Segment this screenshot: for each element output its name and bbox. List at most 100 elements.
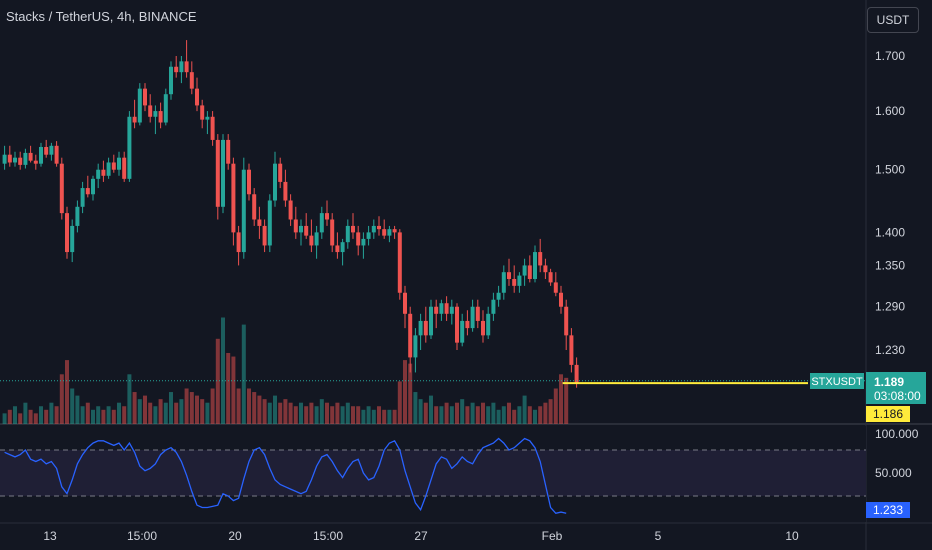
candle-body xyxy=(28,152,33,161)
candle-body xyxy=(231,163,236,233)
volume-bar xyxy=(465,406,470,424)
candle-body xyxy=(314,232,319,246)
volume-bar xyxy=(314,406,319,424)
candle-body xyxy=(205,116,210,120)
volume-bar xyxy=(455,402,459,424)
candle-body xyxy=(397,232,402,293)
rsi-value-badge xyxy=(866,502,910,518)
volume-bar xyxy=(413,392,418,424)
chart-title: Stacks / TetherUS, 4h, BINANCE xyxy=(6,9,197,24)
volume-bar xyxy=(522,395,527,424)
volume-bar xyxy=(179,399,184,424)
volume-bar xyxy=(527,406,532,424)
candle-body xyxy=(252,194,257,220)
candle-body xyxy=(184,61,189,73)
volume-bar xyxy=(184,388,189,424)
candle-body xyxy=(169,66,173,95)
volume-bar xyxy=(195,395,199,424)
candle-body xyxy=(215,139,220,207)
candle-body xyxy=(221,139,225,207)
volume-bar xyxy=(543,402,548,424)
volume-bar xyxy=(460,399,465,424)
volume-bar xyxy=(475,406,480,424)
volume-bar xyxy=(496,409,501,424)
line-price-label: 1.186 xyxy=(873,407,903,421)
candle-body xyxy=(377,225,381,230)
candle-body xyxy=(460,320,465,343)
volume-bar xyxy=(423,402,428,424)
time-tick-label: 13 xyxy=(43,529,57,543)
candle-body xyxy=(538,252,543,266)
time-tick-label: 15:00 xyxy=(313,529,343,543)
volume-bar xyxy=(231,356,236,424)
candle-body xyxy=(543,265,548,273)
rsi-pane xyxy=(0,426,866,522)
volume-bar xyxy=(491,402,496,424)
volume-bar xyxy=(335,402,340,424)
candle-body xyxy=(408,313,413,358)
candle-body xyxy=(153,111,158,117)
candle-body xyxy=(449,306,454,314)
volume-bar xyxy=(117,402,121,424)
volume-bar xyxy=(512,409,517,424)
candle-body xyxy=(7,154,12,163)
countdown-label: 03:08:00 xyxy=(874,389,921,403)
time-tick-label: 20 xyxy=(228,529,242,543)
candle-body xyxy=(132,116,137,123)
volume-bar xyxy=(148,402,153,424)
candle-body xyxy=(267,200,272,246)
candle-body xyxy=(158,111,163,123)
volume-bar xyxy=(18,413,23,424)
volume-bar xyxy=(28,409,33,424)
candle-body xyxy=(236,232,241,253)
volume-bar xyxy=(449,406,454,424)
candle-body xyxy=(39,146,43,164)
volume-bar xyxy=(507,402,511,424)
volume-bar xyxy=(200,399,205,424)
candle-body xyxy=(387,229,392,236)
volume-bar xyxy=(122,406,127,424)
candle-body xyxy=(465,320,470,329)
candle-body xyxy=(403,292,407,314)
candle-body xyxy=(559,292,563,307)
currency-button[interactable]: USDT xyxy=(867,7,919,33)
candle-body xyxy=(335,245,340,253)
volume-bar xyxy=(174,402,179,424)
volume-bar xyxy=(548,399,553,424)
candle-body xyxy=(293,219,298,233)
volume-bar xyxy=(439,406,444,424)
candle-body xyxy=(122,157,127,179)
candle-body xyxy=(96,169,101,179)
candle-body xyxy=(195,88,199,106)
volume-bar xyxy=(361,409,366,424)
volume-bar xyxy=(236,388,241,424)
volume-bar xyxy=(33,413,38,424)
candle-body xyxy=(299,225,303,233)
volume-bar xyxy=(382,409,387,424)
axes: 1.700 1.600 1.500 1.400 1.350 1.290 1.230 100.0… xyxy=(43,49,918,543)
price-tick-label: 1.350 xyxy=(875,258,905,272)
candle-body xyxy=(507,272,511,279)
volume-bar xyxy=(481,402,485,424)
volume-bar xyxy=(111,409,116,424)
volume-bar xyxy=(356,406,361,424)
candle-body xyxy=(70,225,75,253)
candle-body xyxy=(475,306,480,321)
candle-body xyxy=(501,272,506,293)
candle-body xyxy=(574,364,579,384)
volume-bar xyxy=(288,402,293,424)
candle-body xyxy=(304,225,309,236)
volume-bar xyxy=(397,381,402,424)
candle-body xyxy=(59,163,64,214)
volume-bars xyxy=(2,317,569,424)
candle-body xyxy=(18,157,23,165)
volume-bar xyxy=(80,406,85,424)
candle-body xyxy=(33,160,38,164)
price-tick-label: 1.700 xyxy=(875,49,905,63)
volume-bar xyxy=(137,399,142,424)
volume-bar xyxy=(486,406,491,424)
volume-bar xyxy=(226,353,231,424)
volume-bar xyxy=(65,360,69,424)
price-tick-label: 1.600 xyxy=(875,104,905,118)
